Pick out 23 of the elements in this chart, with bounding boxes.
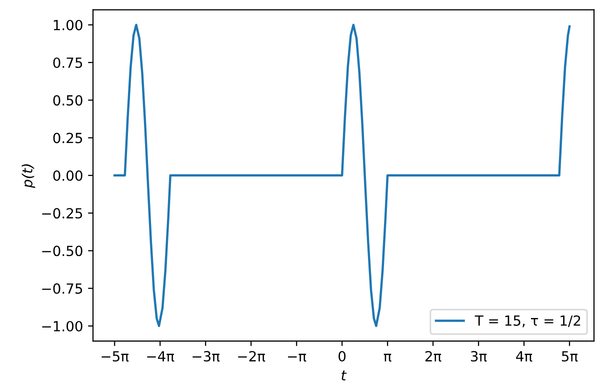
y-tick-label: 0.75	[53, 57, 82, 68]
x-tick-label: −π	[288, 354, 306, 362]
y-tick-label: 1.00	[54, 20, 82, 30]
y-tick-label: 0.25	[53, 132, 82, 144]
x-tick-label: 5π	[562, 351, 578, 362]
x-axis-title: t	[342, 370, 347, 380]
y-tick-label: −1.00	[42, 320, 82, 332]
x-tick-label: −2π	[238, 351, 266, 362]
x-tick-label: 4π	[516, 351, 532, 362]
x-tick-label: −3π	[192, 351, 220, 362]
x-tick-label: 3π	[470, 351, 487, 362]
y-tick-label: 0.50	[53, 95, 82, 106]
y-tick-label: 0.00	[53, 170, 82, 181]
y-tick-label: −0.75	[42, 283, 82, 294]
legend-label: T = 15, τ = 1/2	[474, 315, 580, 328]
y-tick-label: −0.25	[42, 208, 82, 219]
x-tick-label: 2π	[425, 351, 442, 362]
x-tick-label: −5π	[102, 351, 129, 362]
x-tick-label: π	[384, 354, 392, 362]
x-tick-label: 0	[338, 351, 346, 362]
y-tick-label: −0.50	[42, 246, 82, 256]
x-tick-label: −4π	[147, 351, 174, 362]
y-axis-title: p(t)	[22, 164, 36, 188]
